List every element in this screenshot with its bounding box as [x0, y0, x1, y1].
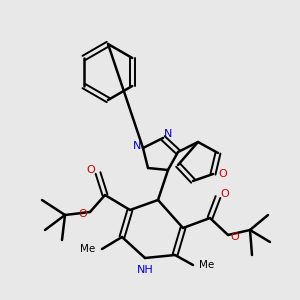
Text: O: O: [79, 209, 87, 219]
Text: NH: NH: [136, 265, 153, 275]
Text: O: O: [87, 165, 95, 175]
Text: Me: Me: [80, 244, 96, 254]
Text: O: O: [220, 189, 230, 199]
Text: Me: Me: [200, 260, 214, 270]
Text: N: N: [133, 141, 141, 151]
Text: N: N: [164, 129, 172, 139]
Text: O: O: [231, 232, 239, 242]
Text: O: O: [219, 169, 227, 179]
